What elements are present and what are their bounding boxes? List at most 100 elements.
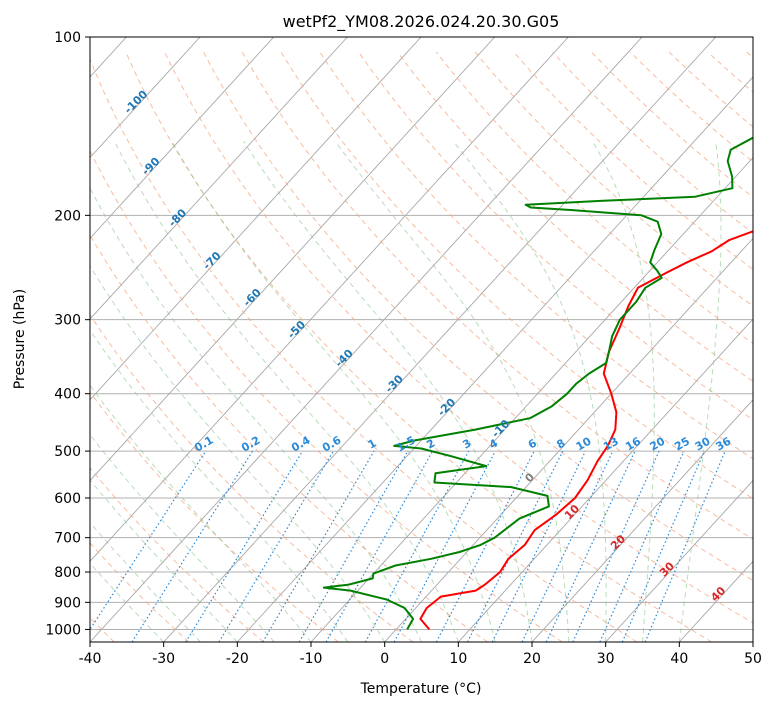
moist-adiabat [90,521,201,642]
moist-adiabat [243,141,533,642]
dry-adiabat-label: -20 [435,396,458,419]
dry-adiabat [90,391,339,642]
mixing-ratio-line [393,450,496,642]
mixing-ratio-line [466,450,564,642]
x-tick-label: -20 [226,651,249,667]
chart-title: wetPf2_YM08.2026.024.20.30.G05 [283,12,560,32]
y-tick-label: 800 [54,565,81,581]
dry-adiabat [90,58,638,642]
isotherm-line [679,560,753,642]
dry-adiabat-label: -100 [122,87,151,116]
isotherm-line [384,237,753,642]
moist-adiabat [90,187,422,642]
reference-lines [90,51,753,642]
x-tick-label: 20 [523,651,541,667]
isotherm-line [90,37,275,240]
plot-frame [89,36,754,643]
dry-adiabat-label: 20 [608,532,628,552]
mixing-ratio-line [185,450,304,642]
dry-adiabat-label: -40 [333,346,356,369]
mixing-ratio-line [298,450,409,642]
y-tick-label: 900 [54,595,81,611]
y-tick-label: 600 [54,491,81,507]
dry-adiabat [90,313,414,642]
dry-adiabat [241,51,753,540]
dry-adiabat-label: 10 [562,502,582,522]
mixing-ratio-line [521,450,614,642]
isotherm-line [90,37,643,642]
dry-adiabat [280,51,753,500]
profile-line [322,136,753,630]
isotherm-line [531,399,753,642]
y-tick-label: 200 [54,208,81,224]
isotherm-line [90,37,496,482]
moist-adiabat [592,141,655,642]
x-tick-label: 0 [380,651,389,667]
dry-adiabat [435,51,753,344]
y-tick-label: 500 [54,444,81,460]
mixing-ratio-label: 3 [460,437,473,452]
grid-layer [90,37,753,642]
mixing-ratio-line [621,450,705,642]
dry-adiabat [90,234,488,642]
x-tick-label: -10 [300,651,323,667]
y-tick-label: 700 [54,531,81,547]
isotherm-line [752,641,753,642]
moist-adiabat [114,141,459,642]
mixing-ratio-line [435,450,535,642]
dry-adiabat-label: 40 [708,584,728,604]
series-layer [322,136,753,631]
y-axis-label: Pressure (hPa) [12,289,28,389]
x-axis-label: Temperature (°C) [360,681,482,697]
dry-adiabat [202,51,753,582]
dry-adiabat [474,51,753,307]
dry-adiabat [90,149,563,642]
mixing-ratio-line [218,450,334,642]
mixing-ratio-line [262,450,375,642]
moist-adiabat [678,141,722,642]
profile-line [419,230,753,631]
dry-adiabat [319,51,753,460]
dry-adiabat [90,467,264,642]
dry-adiabat [513,51,753,271]
x-tick-label: 50 [744,651,762,667]
dry-adiabat [90,542,190,642]
dry-adiabat [707,51,753,93]
moist-adiabat [90,433,275,642]
isotherm-line [90,37,422,401]
dry-adiabat-label: -30 [383,372,406,395]
moist-adiabat [334,141,570,642]
dry-adiabat-label: -50 [285,318,308,341]
mixing-ratio-line [599,450,685,642]
dry-adiabat-label: -60 [241,286,264,309]
moist-adiabat [171,141,496,642]
dry-adiabat-label: -70 [200,249,223,272]
mixing-ratio-line [545,450,636,642]
isotherm-line [90,37,569,562]
dry-adiabat [552,51,753,234]
mixing-ratio-line [364,450,470,642]
x-tick-label: 40 [670,651,688,667]
dry-adiabat [358,51,753,421]
dry-adiabat-label: 30 [657,559,677,579]
isotherm-line [90,37,348,320]
isotherm-line [458,318,753,642]
y-tick-label: 1000 [45,622,81,638]
dry-adiabat-label: -80 [166,206,189,229]
mixing-ratio-line [644,450,726,642]
mixing-ratio-line [90,450,207,631]
y-tick-label: 100 [54,30,81,46]
mixing-ratio-line [491,450,586,642]
isotherm-line [237,76,753,642]
isotherm-line [163,37,717,642]
moist-adiabat [90,384,312,642]
x-tick-label: 30 [597,651,615,667]
x-tick-label: -40 [79,651,102,667]
isotherm-line [310,156,753,642]
mixing-ratio-line [325,450,434,642]
dry-adiabat-label: -90 [139,155,162,178]
dry-adiabat [164,51,753,624]
mixing-ratio-line [572,450,660,642]
axis-ticks: -40 -30 -20 -10 0 10 20 30 40 5010020030040050060… [45,30,762,667]
